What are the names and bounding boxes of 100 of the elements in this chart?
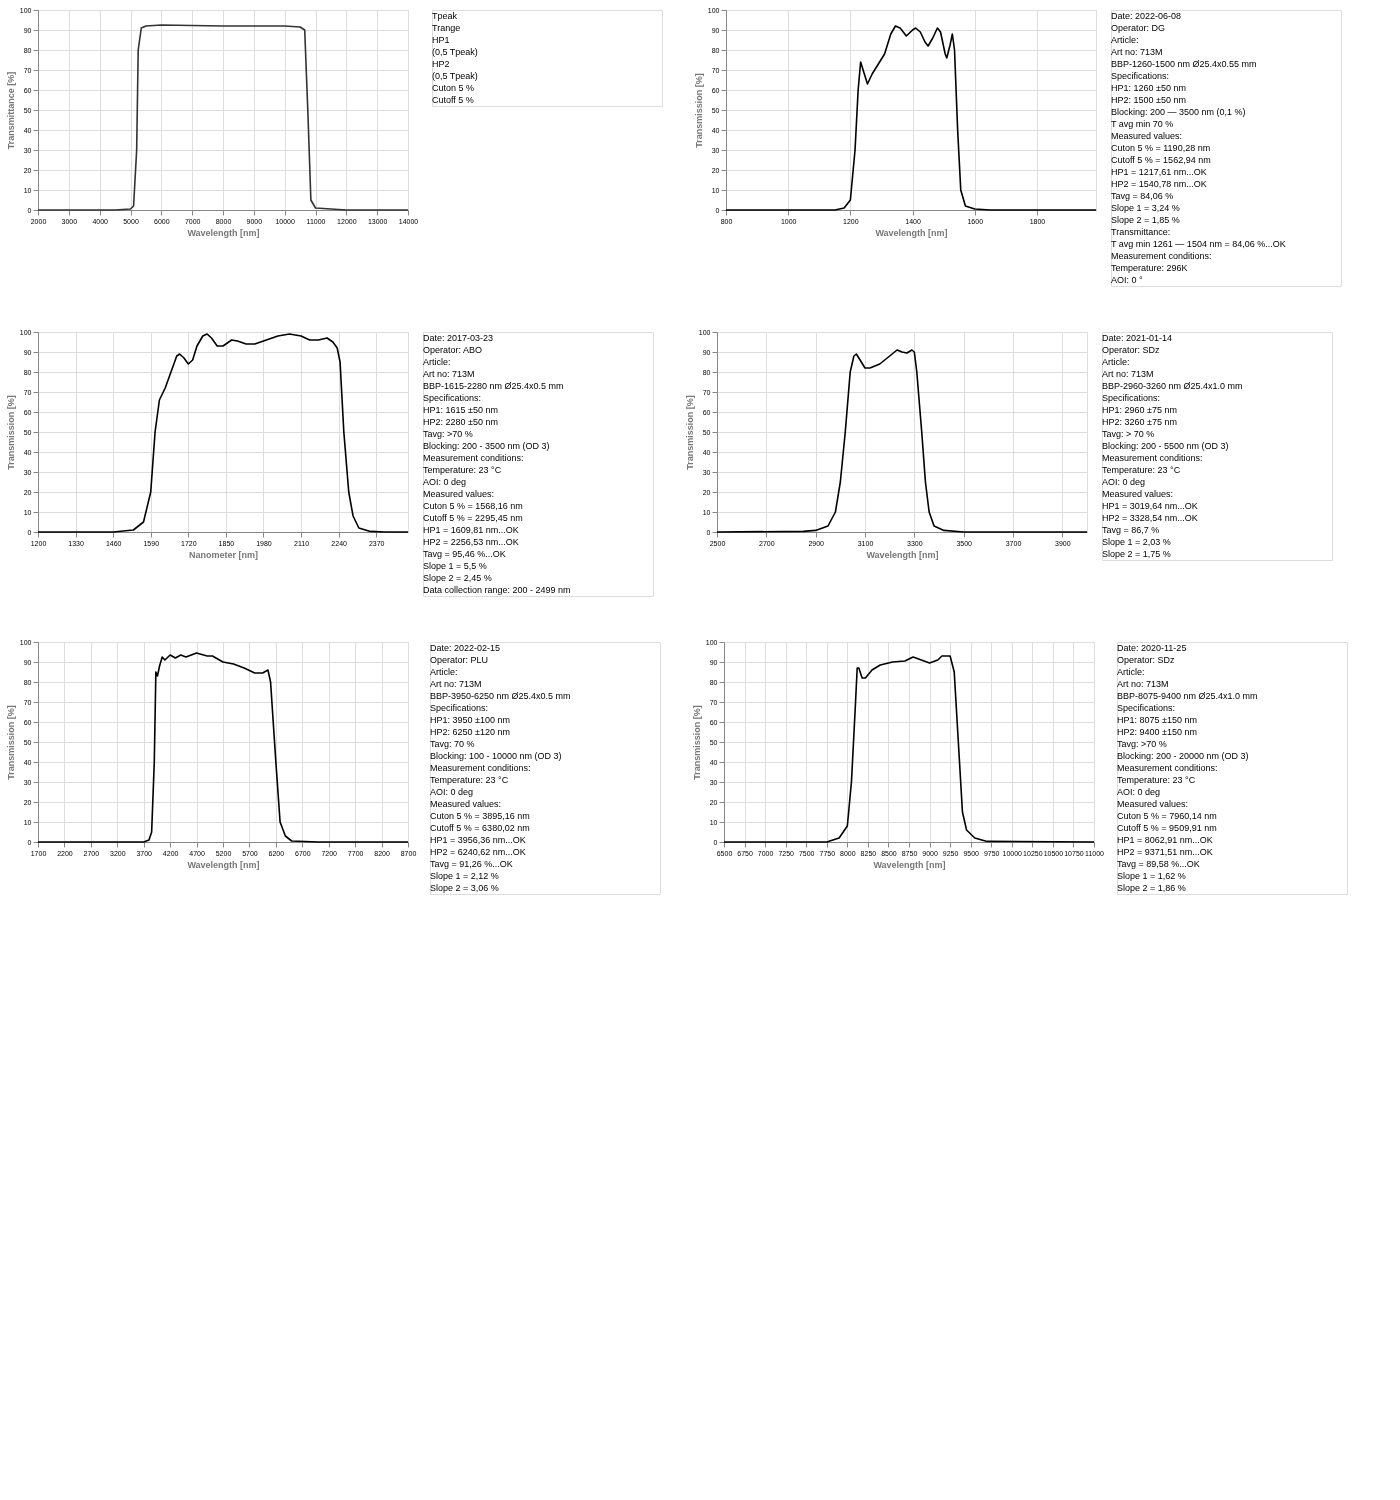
text: Measured values: <box>430 799 502 809</box>
text: Operator: SDz <box>1117 655 1176 665</box>
text: Article: <box>430 667 458 677</box>
text: Temperature: 23 °C <box>423 465 502 475</box>
text: Article: <box>1102 357 1130 367</box>
x-axis-title: Wavelength [nm] <box>187 859 260 870</box>
text: BBP-1615-2280 nm Ø25.4x0.5 mm <box>423 381 564 391</box>
text: AOI: 0 deg <box>1102 477 1146 487</box>
text: Art no: 713M <box>423 369 475 379</box>
text: Date: 2021-01-14 <box>1102 333 1173 343</box>
text: Date: 2020-11-25 <box>1117 643 1187 653</box>
text: Measured values: <box>1111 131 1183 141</box>
text: Cutoff 5 % = 1562,94 nm <box>1111 155 1211 165</box>
text: Tavg: >70 % <box>423 429 473 439</box>
text: Temperature: 23 °C <box>430 775 509 785</box>
text: Tavg = 89,58 %...OK <box>1117 859 1200 869</box>
text: Article: <box>1117 667 1145 677</box>
text: Blocking: 200 - 5500 nm (OD 3) <box>1102 441 1229 451</box>
text: T avg min 1261 — 1504 nm = 84,06 %...OK <box>1111 239 1286 249</box>
text: HP2 = 9371,51 nm...OK <box>1117 847 1213 857</box>
y-axis-title: Transmission [%] <box>5 705 16 780</box>
text: Art no: 713M <box>1111 47 1163 57</box>
text: Cuton 5 % = 3895,16 nm <box>430 811 530 821</box>
text: Specifications: <box>423 393 482 403</box>
text: Slope 2 = 1,85 % <box>1111 215 1180 225</box>
text: Specifications: <box>430 703 489 713</box>
text: Cuton 5 % = 1190,28 nm <box>1111 143 1211 153</box>
text: Measurement conditions: <box>430 763 531 773</box>
text: Blocking: 200 — 3500 nm (0,1 %) <box>1111 107 1246 117</box>
text: AOI: 0 ° <box>1111 275 1144 285</box>
text: Blocking: 200 - 20000 nm (OD 3) <box>1117 751 1249 761</box>
text: Temperature: 296K <box>1111 263 1188 273</box>
text: Measured values: <box>423 489 495 499</box>
text: Tavg = 84,06 % <box>1111 191 1174 201</box>
text: Measured values: <box>1117 799 1189 809</box>
text: Slope 1 = 1,62 % <box>1117 871 1186 881</box>
text: Blocking: 100 - 10000 nm (OD 3) <box>430 751 562 761</box>
text: AOI: 0 deg <box>1117 787 1161 797</box>
text: Article: <box>423 357 451 367</box>
text: HP2: 2280 ±50 nm <box>423 417 498 427</box>
text: BBP-2960-3260 nm Ø25.4x1.0 mm <box>1102 381 1243 391</box>
text: Trange <box>432 23 461 33</box>
text: HP1: 1260 ±50 nm <box>1111 83 1186 93</box>
text: Specifications: <box>1111 71 1170 81</box>
y-axis-title: Transmission [%] <box>5 395 16 470</box>
text: HP1 = 3019,64 nm...OK <box>1102 501 1198 511</box>
text: Slope 2 = 1,86 % <box>1117 883 1186 893</box>
text: Art no: 713M <box>1102 369 1154 379</box>
text: Measurement conditions: <box>1111 251 1212 261</box>
text: Tavg: >70 % <box>1117 739 1167 749</box>
text: Slope 1 = 3,24 % <box>1111 203 1180 213</box>
x-axis-title: Wavelength [nm] <box>875 227 948 238</box>
text: HP2 = 2256,53 nm...OK <box>423 537 519 547</box>
text: HP2 = 1540,78 nm...OK <box>1111 179 1207 189</box>
text: HP2: 3260 ±75 nm <box>1102 417 1177 427</box>
text: AOI: 0 deg <box>423 477 467 487</box>
text: Cuton 5 % = 7960,14 nm <box>1117 811 1217 821</box>
text: Blocking: 200 - 3500 nm (OD 3) <box>423 441 550 451</box>
text: AOI: 0 deg <box>430 787 474 797</box>
text: Measured values: <box>1102 489 1174 499</box>
text: Slope 2 = 3,06 % <box>430 883 499 893</box>
text: Cutoff 5 % = 2295,45 nm <box>423 513 523 523</box>
text: Cuton 5 % = 1568,16 nm <box>423 501 523 511</box>
text: Measurement conditions: <box>423 453 524 463</box>
text: Slope 1 = 2,03 % <box>1102 537 1171 547</box>
text: Measurement conditions: <box>1102 453 1203 463</box>
text: Tpeak <box>432 11 458 21</box>
text: Article: <box>1111 35 1139 45</box>
y-axis-title: Transmission [%] <box>691 705 702 780</box>
text: Cutoff 5 % <box>432 95 474 105</box>
y-axis-title: Transmittance [%] <box>5 71 16 150</box>
text: HP1: 2960 ±75 nm <box>1102 405 1177 415</box>
text: Art no: 713M <box>430 679 482 689</box>
text: Tavg: > 70 % <box>1102 429 1155 439</box>
text: HP1: 1615 ±50 nm <box>423 405 498 415</box>
text: Operator: PLU <box>430 655 489 665</box>
text: HP1 = 8062,91 nm...OK <box>1117 835 1213 845</box>
text: Slope 2 = 2,45 % <box>423 573 492 583</box>
text: Measurement conditions: <box>1117 763 1218 773</box>
text: Temperature: 23 °C <box>1117 775 1196 785</box>
text: HP2: 6250 ±120 nm <box>430 727 510 737</box>
text: Art no: 713M <box>1117 679 1169 689</box>
text: (0,5 Tpeak) <box>432 71 478 81</box>
text: HP1: 8075 ±150 nm <box>1117 715 1197 725</box>
text: Operator: SDz <box>1102 345 1161 355</box>
text: HP1 = 3956,36 nm...OK <box>430 835 526 845</box>
text: HP1 = 1217,61 nm...OK <box>1111 167 1207 177</box>
x-axis-title: Wavelength [nm] <box>866 549 939 560</box>
x-axis-title: Wavelength [nm] <box>187 227 260 238</box>
x-axis-title: Wavelength [nm] <box>873 859 946 870</box>
text: Operator: ABO <box>423 345 483 355</box>
text: (0,5 Tpeak) <box>432 47 478 57</box>
text: Tavg: 70 % <box>430 739 475 749</box>
y-axis-title: Transmission [%] <box>684 395 695 470</box>
text: Date: 2022-06-08 <box>1111 11 1182 21</box>
text: Specifications: <box>1102 393 1161 403</box>
text: Slope 1 = 5,5 % <box>423 561 487 571</box>
text: Tavg = 86,7 % <box>1102 525 1160 535</box>
x-axis-title: Nanometer [nm] <box>188 549 259 560</box>
text: HP1 = 1609,81 nm...OK <box>423 525 519 535</box>
